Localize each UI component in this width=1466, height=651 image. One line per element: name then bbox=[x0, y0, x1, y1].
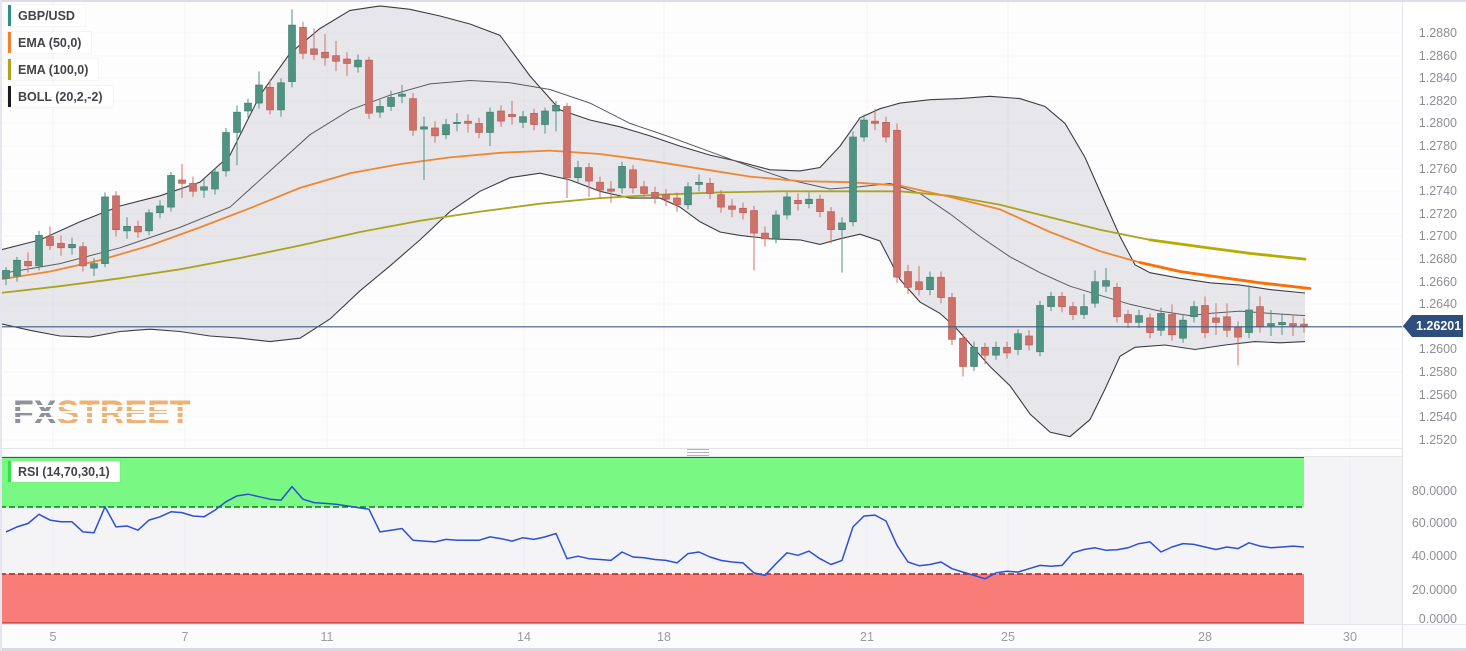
ema100-label: EMA (100,0) bbox=[18, 62, 89, 77]
fxstreet-logo-stripes bbox=[13, 401, 191, 427]
legend-ema100[interactable]: EMA (100,0) bbox=[8, 59, 99, 80]
rsi-axis-label: 60.0000 bbox=[1411, 516, 1457, 530]
price-axis-label: 1.2680 bbox=[1418, 252, 1457, 266]
ema50-line-highlight bbox=[1138, 261, 1312, 290]
legend-boll[interactable]: BOLL (20,2,-2) bbox=[8, 86, 113, 107]
price-axis-label: 1.2800 bbox=[1418, 116, 1457, 130]
price-axis-label: 1.2540 bbox=[1418, 410, 1457, 424]
boll-accent-bar bbox=[8, 86, 11, 107]
date-axis-label: 5 bbox=[49, 630, 57, 644]
boll-upper-line bbox=[0, 5, 1306, 294]
price-axis-label: 1.2560 bbox=[1418, 388, 1457, 402]
boll-label: BOLL (20,2,-2) bbox=[18, 89, 103, 104]
price-axis[interactable]: 1.2880 1.2860 1.2840 1.2820 1.2800 1.2780 1.27… bbox=[1402, 0, 1466, 450]
rsi-oversold-band bbox=[0, 574, 1304, 623]
date-axis-label: 14 bbox=[517, 630, 531, 644]
ema50-line bbox=[0, 149, 1311, 290]
last-price-badge: 1.26201 bbox=[1403, 315, 1463, 337]
fxstreet-logo: FXSTREET bbox=[13, 395, 191, 431]
panel-resize-handle[interactable] bbox=[687, 449, 709, 456]
rsi-accent-bar bbox=[8, 461, 11, 482]
rsi-axis[interactable]: 80.0000 60.0000 40.0000 20.0000 0.0000 bbox=[1402, 450, 1466, 630]
ema50-label: EMA (50,0) bbox=[18, 35, 82, 50]
rsi-label: RSI (14,70,30,1) bbox=[18, 464, 110, 479]
price-axis-label: 1.2520 bbox=[1418, 433, 1457, 447]
symbol-accent-bar bbox=[8, 5, 11, 26]
date-axis-label: 18 bbox=[657, 630, 671, 644]
price-axis-label: 1.2600 bbox=[1418, 342, 1457, 356]
rsi-overbought-band bbox=[0, 457, 1304, 507]
price-axis-label: 1.2820 bbox=[1418, 94, 1457, 108]
date-axis-label: 25 bbox=[1001, 630, 1015, 644]
candles[interactable] bbox=[2, 9, 1308, 377]
price-axis-label: 1.2840 bbox=[1418, 71, 1457, 85]
rsi-line bbox=[5, 485, 1305, 580]
legend-ema50[interactable]: EMA (50,0) bbox=[8, 32, 92, 53]
price-axis-label: 1.2640 bbox=[1418, 297, 1457, 311]
rsi-axis-label: 80.0000 bbox=[1411, 484, 1457, 498]
price-axis-label: 1.2580 bbox=[1418, 365, 1457, 379]
price-axis-label: 1.2720 bbox=[1418, 207, 1457, 221]
price-axis-label: 1.2760 bbox=[1418, 162, 1457, 176]
date-axis-label: 30 bbox=[1343, 630, 1357, 644]
rsi-axis-label: 0.0000 bbox=[1418, 612, 1457, 626]
legend-symbol[interactable]: GBP/USD bbox=[8, 5, 85, 26]
date-axis-label: 11 bbox=[320, 630, 334, 644]
price-axis-label: 1.2780 bbox=[1418, 139, 1457, 153]
rsi-axis-label: 20.0000 bbox=[1411, 583, 1457, 597]
boll-mid-line bbox=[0, 79, 1306, 317]
price-axis-label: 1.2660 bbox=[1418, 275, 1457, 289]
price-axis-label: 1.2860 bbox=[1418, 49, 1457, 63]
boll-lower-line bbox=[0, 172, 1306, 438]
legend-rsi[interactable]: RSI (14,70,30,1) bbox=[8, 461, 120, 482]
date-strip-bg bbox=[0, 625, 1466, 651]
date-axis-label: 7 bbox=[181, 630, 189, 644]
ema100-accent-bar bbox=[8, 59, 11, 80]
bollinger-band bbox=[0, 5, 1306, 438]
date-axis-label: 21 bbox=[860, 630, 874, 644]
symbol-label: GBP/USD bbox=[18, 8, 75, 23]
price-axis-label: 1.2700 bbox=[1418, 229, 1457, 243]
ema50-accent-bar bbox=[8, 32, 11, 53]
date-axis-label: 28 bbox=[1198, 630, 1212, 644]
ema100-line-highlight bbox=[1148, 238, 1307, 261]
rsi-axis-label: 40.0000 bbox=[1411, 549, 1457, 563]
price-axis-label: 1.2880 bbox=[1418, 26, 1457, 40]
price-axis-label: 1.2740 bbox=[1418, 184, 1457, 198]
